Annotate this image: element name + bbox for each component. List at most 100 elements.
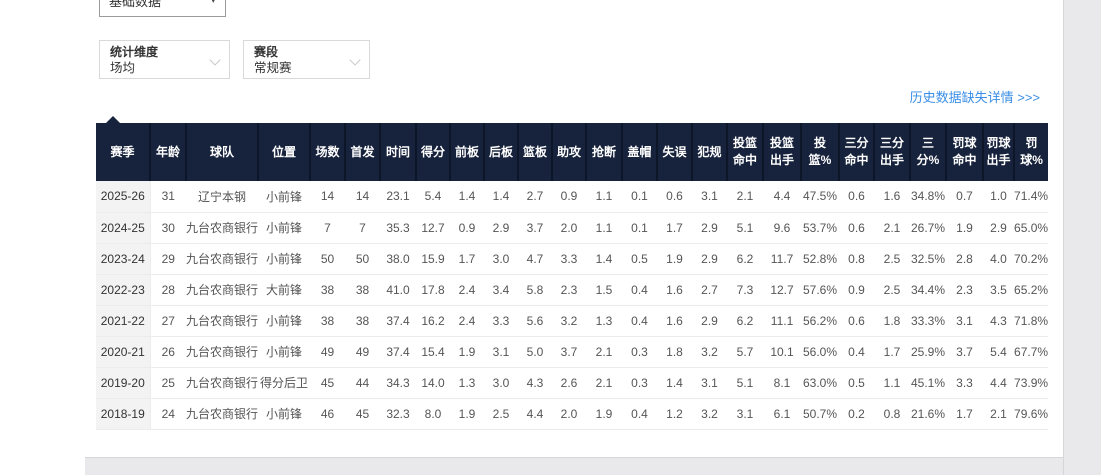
stat-cell: 0.9: [450, 212, 485, 244]
stat-cell: 10.1: [763, 336, 802, 368]
stat-cell: 37.4: [380, 305, 417, 337]
stat-cell: 0.8: [839, 243, 875, 275]
stat-cell: 21.6%: [910, 398, 947, 430]
stat-cell: 29: [150, 243, 186, 275]
stat-cell: 3.1: [692, 181, 728, 213]
table-row: 2025-26 31 辽宁本钢 小前锋 14 14 23.1 5.4 1.4 1.4 2.7 0.9 1…: [96, 181, 1049, 213]
stat-cell: 1.5: [586, 274, 623, 306]
season-stage-label: 赛段: [254, 45, 279, 59]
history-missing-data-link[interactable]: 历史数据缺失详情 >>>: [909, 90, 1040, 105]
stat-cell: 5.8: [518, 274, 553, 306]
stat-cell: 67.7%: [1014, 336, 1049, 368]
stat-cell: 0.4: [622, 305, 658, 337]
table-row: 2023-24 29 九台农商银行 小前锋 50 50 38.0 15.9 1.7 3.0 4.7 3…: [96, 243, 1049, 275]
table-header: 赛季 年龄 球队 位置 场数 首发 时间 得分 前板 后板 篮板 助攻 抢断 盖帽 失误 犯规 投篮命中 投篮出手…: [96, 123, 1049, 181]
table-header-row: 赛季 年龄 球队 位置 场数 首发 时间 得分 前板 后板 篮板 助攻 抢断 盖帽 失误 犯规 投篮命中 投篮出手…: [96, 123, 1049, 181]
stat-cell: 56.2%: [801, 305, 840, 337]
stat-cell: 4.7: [518, 243, 553, 275]
stat-cell: 0.2: [839, 398, 875, 430]
column-header: 球队: [186, 123, 260, 181]
season-cell: 2023-24: [96, 243, 151, 275]
stat-cell: 0.4: [622, 398, 658, 430]
stat-cell: 0.5: [622, 243, 658, 275]
stat-cell: 49: [345, 336, 381, 368]
stat-cell: 九台农商银行: [186, 243, 259, 275]
column-header: 助攻: [552, 123, 588, 181]
table-row: 2018-19 24 九台农商银行 小前锋 46 45 32.3 8.0 1.9 2.5 4.4 2.…: [96, 398, 1049, 430]
stat-cell: 14: [310, 181, 346, 213]
stat-cell: 0.6: [657, 181, 693, 213]
stat-cell: 2.9: [484, 212, 519, 244]
stat-cell: 九台农商银行: [186, 398, 259, 430]
stat-dimension-select[interactable]: 统计维度 场均: [99, 40, 230, 79]
stat-cell: 1.9: [450, 336, 485, 368]
chevron-down-icon: [349, 54, 361, 66]
stat-cell: 1.0: [983, 181, 1015, 213]
stat-cell: 九台农商银行: [186, 336, 259, 368]
stat-cell: 45.1%: [910, 367, 947, 399]
column-header: 犯规: [692, 123, 729, 181]
stat-cell: 46: [310, 398, 346, 430]
stat-cell: 50.7%: [801, 398, 840, 430]
season-stage-select[interactable]: 赛段 常规赛: [243, 40, 370, 79]
stat-cell: 6.2: [727, 243, 764, 275]
stat-cell: 2.0: [552, 398, 587, 430]
stat-cell: 2.4: [450, 274, 485, 306]
stat-cell: 1.7: [874, 336, 911, 368]
stat-cell: 1.8: [874, 305, 911, 337]
stat-cell: 6.1: [763, 398, 802, 430]
stat-cell: 1.9: [586, 398, 623, 430]
column-header: 抢断: [586, 123, 624, 181]
stat-cell: 3.1: [484, 336, 519, 368]
stat-cell: 0.5: [839, 367, 875, 399]
stat-cell: 25.9%: [910, 336, 947, 368]
stat-cell: 小前锋: [258, 243, 311, 275]
stat-cell: 0.4: [839, 336, 875, 368]
column-header: 赛季: [96, 123, 151, 181]
stat-cell: 2.5: [874, 274, 911, 306]
stat-cell: 5.1: [727, 367, 764, 399]
stat-cell: 大前锋: [258, 274, 311, 306]
stat-cell: 1.2: [657, 398, 693, 430]
column-header: 投篮命中: [727, 123, 765, 181]
stat-cell: 32.3: [380, 398, 417, 430]
table-body: 2025-26 31 辽宁本钢 小前锋 14 14 23.1 5.4 1.4 1.4 2.7 0.9 1…: [96, 181, 1049, 430]
stat-cell: 1.4: [450, 181, 485, 213]
column-header: 投篮%: [801, 123, 841, 181]
stat-cell: 45: [310, 367, 346, 399]
stat-cell: 5.6: [518, 305, 553, 337]
stat-cell: 1.7: [657, 212, 693, 244]
stat-cell: 0.4: [622, 274, 658, 306]
stat-cell: 38: [310, 305, 346, 337]
stat-cell: 3.7: [518, 212, 553, 244]
stat-cell: 11.1: [763, 305, 802, 337]
data-type-select[interactable]: 基础数据 ▾: [99, 0, 226, 17]
stat-cell: 14: [345, 181, 381, 213]
stat-cell: 0.7: [946, 181, 984, 213]
stat-cell: 0.6: [839, 181, 875, 213]
stat-cell: 2.1: [586, 367, 623, 399]
stat-cell: 2.4: [450, 305, 485, 337]
stat-cell: 1.1: [586, 181, 623, 213]
stat-cell: 12.7: [763, 274, 802, 306]
stat-cell: 0.1: [622, 181, 658, 213]
table-row: 2020-21 26 九台农商银行 小前锋 49 49 37.4 15.4 1.9 3.1 5.0 3…: [96, 336, 1049, 368]
season-cell: 2024-25: [96, 212, 151, 244]
data-type-select-value: 基础数据: [109, 0, 162, 9]
stat-cell: 47.5%: [801, 181, 840, 213]
stat-cell: 九台农商银行: [186, 274, 259, 306]
stat-cell: 4.4: [983, 367, 1015, 399]
stat-cell: 1.1: [874, 367, 911, 399]
stat-cell: 2.1: [586, 336, 623, 368]
stat-cell: 73.9%: [1014, 367, 1049, 399]
stat-cell: 3.1: [727, 398, 764, 430]
season-cell: 2019-20: [96, 367, 151, 399]
stat-cell: 34.8%: [910, 181, 947, 213]
stat-cell: 38: [310, 274, 346, 306]
stat-cell: 0.9: [552, 181, 587, 213]
stat-cell: 0.6: [839, 212, 875, 244]
column-header: 年龄: [150, 123, 187, 181]
chevron-down-icon: [209, 54, 221, 66]
stat-cell: 0.3: [622, 367, 658, 399]
tooltip-arrow-icon: [105, 116, 121, 124]
